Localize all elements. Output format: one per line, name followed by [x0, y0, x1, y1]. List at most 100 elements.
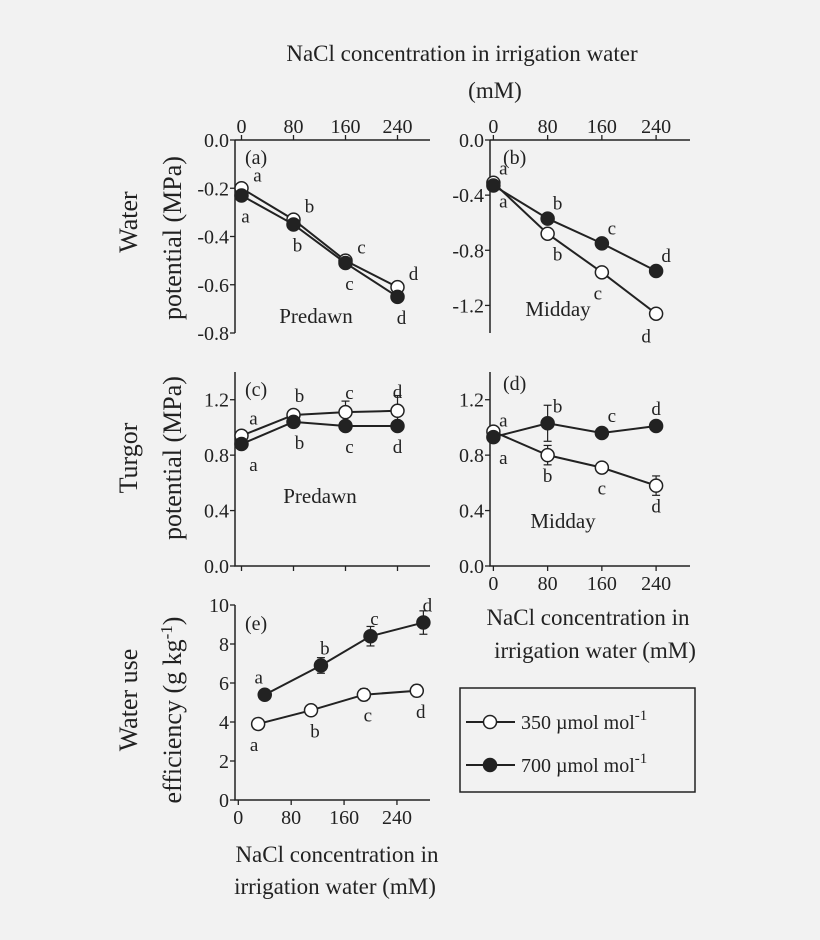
- panel-d-ytick-label: 1.2: [459, 390, 484, 412]
- panel-a-annotation: Predawn: [279, 304, 353, 328]
- wue-title-sup: -1: [157, 625, 176, 639]
- right-axis-title-line1: NaCl concentration in: [486, 605, 690, 630]
- panel-b-content: 0.0 -0.4 -0.8 -1.2 0 80 160 240 a b c d a b c d: [452, 116, 671, 348]
- legend-label-350-sup: -1: [635, 708, 648, 724]
- panel-d-significance-letter: c: [608, 406, 616, 427]
- panel-c-label: (c): [245, 379, 267, 401]
- panel-a-significance-letter: a: [253, 165, 262, 186]
- panel-e-ytick-label: 8: [219, 634, 229, 656]
- panel-d-content: 0.0 0.4 0.8 1.2 0 80 160 240 a b c d a b c d: [459, 390, 671, 595]
- panel-e-xtick-label: 0: [233, 807, 243, 829]
- panel-a-ytick-label: -0.8: [197, 323, 229, 345]
- row-title-water-line1: Water: [114, 191, 143, 253]
- panel-d-marker-filled: [594, 425, 610, 441]
- panel-a-significance-letter: b: [293, 235, 303, 256]
- panel-e-marker-open: [250, 716, 266, 732]
- panel-a-significance-letter: c: [357, 238, 365, 259]
- panel-b-label: (b): [503, 147, 526, 169]
- panel-a: 0.0 -0.2 -0.4 -0.6 -0.8 0 80 160 240 a b c d a b c d (a)…: [197, 116, 430, 345]
- legend-label-350: 350 µmol mol-1: [521, 708, 647, 734]
- panel-a-significance-letter: a: [241, 206, 250, 227]
- panel-c-significance-letter: d: [393, 382, 403, 403]
- panel-a-ytick-label: 0.0: [204, 130, 229, 152]
- panel-e-marker-filled: [363, 628, 378, 644]
- panel-c-series-line-700: [241, 420, 398, 445]
- panel-a-xtick-label: 240: [383, 116, 413, 138]
- bottom-axis-title-line2: irrigation water (mM): [234, 874, 436, 899]
- panel-d-xtick-label: 0: [488, 573, 498, 595]
- panel-b-significance-letter: a: [499, 192, 508, 213]
- panel-c-significance-letter: b: [295, 433, 305, 454]
- panel-a-ytick-label: -0.4: [197, 227, 229, 249]
- panel-e-significance-letter: a: [250, 735, 259, 756]
- panel-a-content: 0.0 -0.2 -0.4 -0.6 -0.8 0 80 160 240 a b c d a b c d: [197, 116, 418, 345]
- panel-e-series-line-700: [264, 621, 424, 696]
- panel-b-annotation: Midday: [525, 297, 591, 321]
- bottom-axis-title-line1: NaCl concentration in: [235, 842, 439, 867]
- legend-marker-filled: [482, 757, 498, 773]
- legend-marker-open: [482, 714, 498, 730]
- panel-e-marker-open: [409, 683, 425, 699]
- panel-b-ytick-label: -1.2: [452, 295, 484, 317]
- panel-c-significance-letter: c: [345, 383, 353, 404]
- panel-d-xtick-label: 80: [538, 573, 558, 595]
- panel-c-marker-filled: [286, 414, 301, 430]
- panel-b-marker-filled: [648, 263, 664, 279]
- panel-c-marker-filled: [234, 436, 249, 452]
- panel-a-label: (a): [245, 147, 267, 169]
- panel-e-ytick-label: 10: [209, 595, 229, 617]
- panel-d-marker-filled: [648, 418, 664, 434]
- panel-a-ytick-label: -0.2: [197, 178, 229, 200]
- panel-e-significance-letter: d: [416, 702, 426, 723]
- panel-e-significance-letter: c: [370, 609, 378, 630]
- panel-e-marker-filled: [416, 615, 431, 630]
- panel-c-significance-letter: d: [393, 437, 403, 458]
- panel-e-content: 0 2 4 6 8 10 0 80 160 240 a b c d a b c d: [209, 595, 433, 829]
- panel-b-significance-letter: d: [641, 327, 651, 348]
- panel-e-label: (e): [245, 613, 267, 635]
- panel-d-label: (d): [503, 373, 526, 395]
- panel-d-marker-filled: [540, 416, 555, 431]
- panel-a-marker-filled: [234, 188, 249, 203]
- panel-c-annotation: Predawn: [283, 484, 357, 508]
- panel-d-significance-letter: b: [543, 466, 553, 487]
- panel-b-marker-open: [540, 226, 555, 241]
- panel-e-marker-open: [303, 703, 319, 718]
- panel-d-series-line-700: [493, 422, 657, 439]
- panel-c-significance-letter: a: [249, 409, 258, 430]
- panel-b-series-line-700: [492, 184, 657, 272]
- panel-b-xtick-label: 240: [641, 116, 671, 138]
- row-title-wue-line1: Water use: [114, 649, 143, 752]
- panel-d-significance-letter: a: [499, 448, 508, 469]
- panel-e-significance-letter: d: [423, 596, 433, 617]
- panel-b-ytick-label: 0.0: [459, 130, 484, 152]
- panel-c-marker-filled: [338, 418, 353, 434]
- row-title-water-line2: potential (MPa): [158, 156, 187, 320]
- panel-a-xtick-label: 160: [331, 116, 361, 138]
- panel-d: 0.0 0.4 0.8 1.2 0 80 160 240 a b c d a b c d (d) Midday: [459, 372, 690, 595]
- panel-d-marker-open: [594, 460, 610, 475]
- legend-label-350-text: 350 µmol mol: [521, 712, 635, 734]
- panel-e-marker-open: [356, 687, 372, 702]
- panel-c-marker-open: [338, 404, 353, 420]
- panel-c-marker-filled: [390, 418, 405, 434]
- panel-e-series-line-350: [257, 689, 417, 725]
- panel-d-marker-filled: [486, 429, 501, 445]
- panel-b-significance-letter: b: [553, 245, 563, 266]
- panel-d-ytick-label: 0.4: [459, 501, 484, 523]
- panel-b-xtick-label: 0: [488, 116, 498, 138]
- panel-e-ytick-label: 0: [219, 790, 229, 812]
- panel-c-ytick-label: 1.2: [204, 390, 229, 412]
- panel-d-annotation: Midday: [530, 509, 596, 533]
- panel-a-significance-letter: d: [409, 264, 419, 285]
- panel-d-significance-letter: d: [651, 399, 661, 420]
- panel-a-xtick-label: 0: [237, 116, 247, 138]
- panel-e-xtick-label: 240: [382, 807, 412, 829]
- panel-b-series-line-350: [492, 182, 657, 315]
- panel-a-significance-letter: b: [305, 197, 315, 218]
- panel-e-significance-letter: b: [310, 721, 320, 742]
- panel-b-xtick-label: 160: [587, 116, 617, 138]
- panel-d-series-line-350: [492, 430, 657, 487]
- right-axis-title-line2: irrigation water (mM): [494, 638, 696, 663]
